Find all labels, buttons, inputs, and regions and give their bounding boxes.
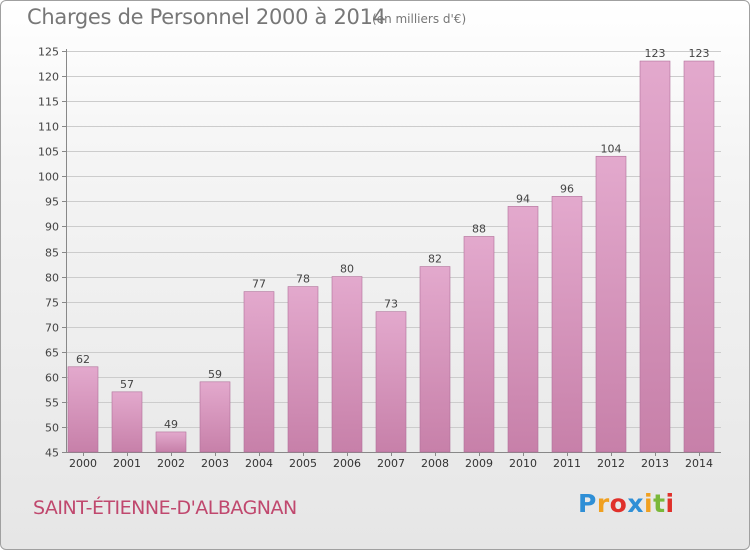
x-tick-label-2011: 2011 <box>553 457 581 470</box>
x-tick-label-2002: 2002 <box>157 457 185 470</box>
y-tick-label: 105 <box>38 146 59 159</box>
data-label-2013: 123 <box>645 47 666 60</box>
data-label-2001: 57 <box>120 378 134 391</box>
bar-2007 <box>375 311 407 453</box>
data-label-2010: 94 <box>516 192 530 205</box>
y-tick-label: 70 <box>45 322 59 335</box>
data-label-2009: 88 <box>472 222 486 235</box>
data-label-2012: 104 <box>601 142 622 155</box>
data-label-2006: 80 <box>340 263 354 276</box>
data-label-2004: 77 <box>252 278 266 291</box>
y-tick-label: 50 <box>45 422 59 435</box>
y-tick-label: 80 <box>45 272 59 285</box>
y-tick-label: 120 <box>38 71 59 84</box>
logo-letter: i <box>644 489 654 518</box>
x-tick-label-2007: 2007 <box>377 457 405 470</box>
x-tick-label-2008: 2008 <box>421 457 449 470</box>
data-label-2005: 78 <box>296 273 310 286</box>
x-tick-label-2004: 2004 <box>245 457 273 470</box>
bar-2008 <box>419 266 451 453</box>
x-tick-labels: 2000 2001 2002 2003 2004 2005 2006 2007 2008 2009… <box>69 457 713 470</box>
bar-2014 <box>683 60 715 453</box>
x-tick-label-2013: 2013 <box>641 457 669 470</box>
y-tick-label: 85 <box>45 247 59 260</box>
bar-2002 <box>155 431 187 453</box>
y-tick-label: 45 <box>45 447 59 460</box>
bar-2012 <box>595 155 627 453</box>
x-tick-label-2010: 2010 <box>509 457 537 470</box>
x-tick-label-2014: 2014 <box>685 457 713 470</box>
bar-2006 <box>331 276 363 453</box>
bar-2009 <box>463 236 495 453</box>
data-label-2000: 62 <box>76 353 90 366</box>
y-tick-label: 125 <box>38 46 59 59</box>
y-tick-labels: 45 50 55 60 65 70 75 80 85 90 95 100 105 110 115 120 125 <box>38 46 59 460</box>
logo-letter: o <box>609 489 628 518</box>
x-tick-label-2000: 2000 <box>69 457 97 470</box>
bar-2013 <box>639 60 671 453</box>
chart-title: Charges de Personnel 2000 à 2014 <box>27 5 386 29</box>
data-label-2008: 82 <box>428 253 442 266</box>
data-label-2007: 73 <box>384 298 398 311</box>
logo-letter: x <box>627 489 644 518</box>
data-label-2011: 96 <box>560 182 574 195</box>
y-tick-label: 75 <box>45 297 59 310</box>
bar-2005 <box>287 286 319 453</box>
x-tick-label-2006: 2006 <box>333 457 361 470</box>
x-tick-label-2003: 2003 <box>201 457 229 470</box>
y-tick-label: 115 <box>38 96 59 109</box>
logo-letter: i <box>665 489 675 518</box>
x-tick-label-2001: 2001 <box>113 457 141 470</box>
y-tick-label: 110 <box>38 121 59 134</box>
bar-2003 <box>199 381 231 453</box>
bars <box>67 60 715 453</box>
data-label-2003: 59 <box>208 368 222 381</box>
bar-2004 <box>243 291 275 453</box>
axes <box>66 49 721 456</box>
logo-letter: t <box>653 489 666 518</box>
x-tick-label-2005: 2005 <box>289 457 317 470</box>
y-tick-label: 100 <box>38 171 59 184</box>
y-tick-label: 65 <box>45 347 59 360</box>
chart-subtitle: (en milliers d'€) <box>372 12 467 26</box>
bar-2000 <box>67 366 99 453</box>
bar-2010 <box>507 206 539 453</box>
y-tick-label: 90 <box>45 221 59 234</box>
data-label-2002: 49 <box>164 418 178 431</box>
data-labels: 62 57 49 59 77 78 80 73 82 88 94 96 104 123 123 <box>76 47 710 431</box>
proxiti-logo: Proxiti <box>578 489 675 518</box>
data-label-2014: 123 <box>689 47 710 60</box>
logo-letter: P <box>578 489 597 518</box>
y-tick-label: 55 <box>45 397 59 410</box>
y-tick-label: 60 <box>45 372 59 385</box>
x-tick-label-2009: 2009 <box>465 457 493 470</box>
x-tick-label-2012: 2012 <box>597 457 625 470</box>
logo-letter: r <box>596 489 610 518</box>
city-name: SAINT-ÉTIENNE-D'ALBAGNAN <box>33 497 297 519</box>
y-tick-label: 95 <box>45 196 59 209</box>
bar-2001 <box>111 391 143 453</box>
bar-2011 <box>551 196 583 453</box>
